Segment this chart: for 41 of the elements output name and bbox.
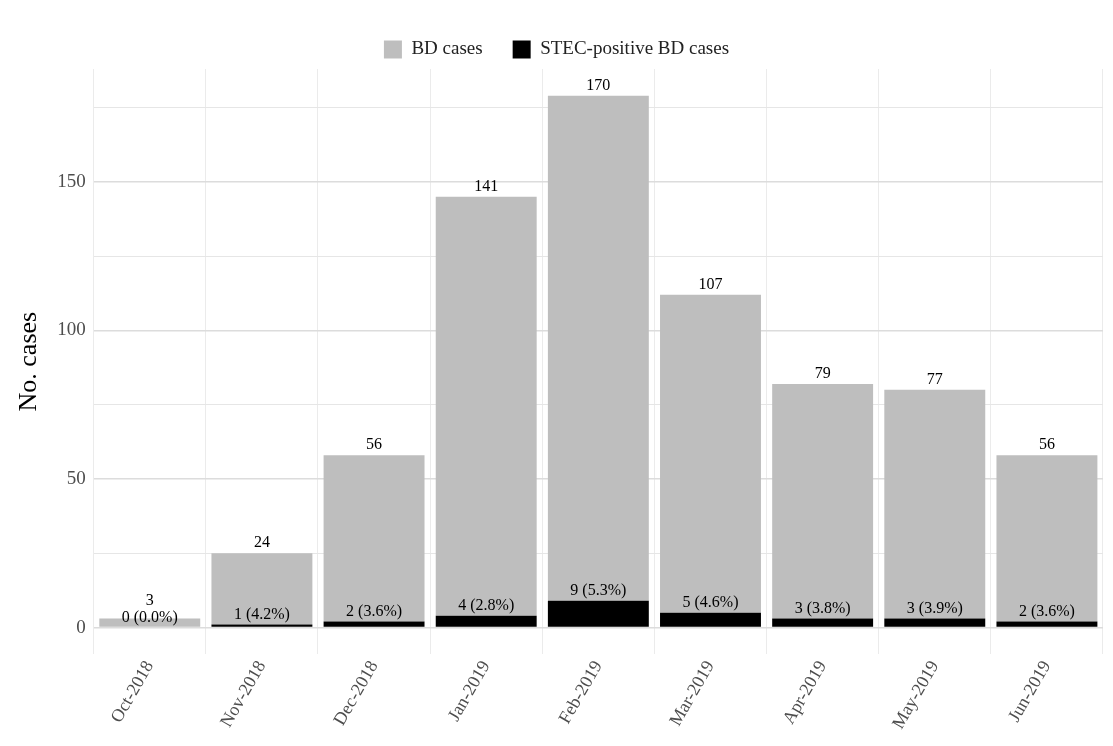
legend-label: BD cases <box>411 37 483 59</box>
y-tick-label: 0 <box>76 615 86 637</box>
data-label: 170 <box>586 75 611 93</box>
data-label: 5 (4.6%) <box>682 592 739 611</box>
bar <box>547 95 649 601</box>
bar <box>547 600 649 627</box>
y-axis-title: No. cases <box>13 311 43 412</box>
bar <box>211 624 313 627</box>
bar <box>884 618 986 627</box>
data-label: 3 <box>145 590 154 608</box>
bar <box>772 383 874 619</box>
data-label: 77 <box>926 370 943 388</box>
data-label: 9 (5.3%) <box>570 580 627 599</box>
data-label: 79 <box>814 364 831 382</box>
bar <box>996 621 1098 627</box>
bar <box>323 621 425 627</box>
y-tick-label: 100 <box>57 318 86 340</box>
data-label: 56 <box>366 435 383 453</box>
bar <box>884 389 986 619</box>
data-label: 2 (3.6%) <box>1018 601 1075 620</box>
data-label: 141 <box>474 176 499 194</box>
data-label: 0 (0.0%) <box>121 607 178 626</box>
data-label: 24 <box>253 533 270 551</box>
bar <box>323 455 425 622</box>
bar <box>660 294 761 613</box>
bar <box>772 618 874 627</box>
data-label: 2 (3.6%) <box>346 601 403 620</box>
data-label: 3 (3.9%) <box>906 598 963 617</box>
data-label: 4 (2.8%) <box>458 595 515 614</box>
y-tick-label: 50 <box>66 466 86 488</box>
bar <box>996 455 1098 622</box>
data-label: 56 <box>1038 435 1055 453</box>
bar <box>211 553 313 625</box>
y-tick-label: 150 <box>57 169 86 191</box>
data-label: 1 (4.2%) <box>233 604 290 623</box>
legend-label: STEC-positive BD cases <box>540 37 730 59</box>
bar <box>660 612 761 627</box>
data-label: 3 (3.8%) <box>794 598 851 617</box>
bar <box>435 615 537 627</box>
bar <box>435 196 537 616</box>
data-label: 107 <box>698 274 723 292</box>
